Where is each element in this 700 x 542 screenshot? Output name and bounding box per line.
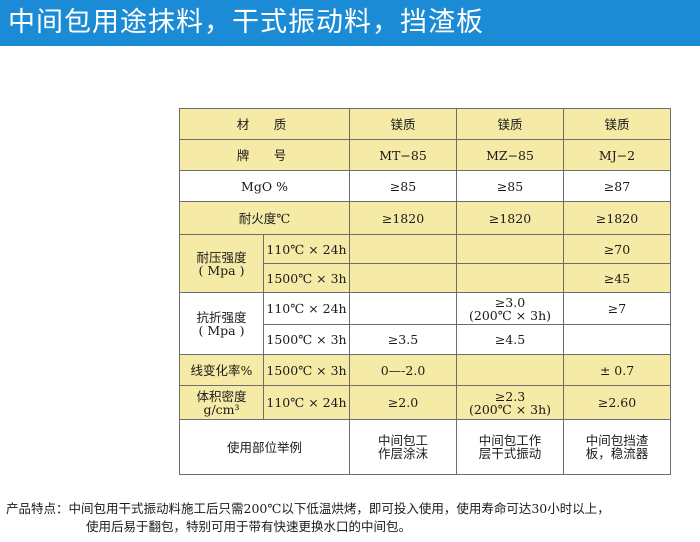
material-mj: 镁质 xyxy=(563,108,672,140)
table-row: MgO % ≥85 ≥85 ≥87 xyxy=(178,170,672,202)
row-label-linear-change: 线变化率% xyxy=(179,354,264,386)
table-cell xyxy=(456,354,565,386)
table-cell xyxy=(563,324,672,355)
page-title: 中间包用途抹料，干式振动料，挡渣板 xyxy=(8,7,484,38)
table-cell: ≥2.3 (200℃ × 3h) xyxy=(456,385,565,420)
row-label-line: 体积密度 xyxy=(196,388,247,404)
grade-mj: MJ−2 xyxy=(563,139,672,171)
cell-value: ≥2.3 xyxy=(494,388,526,404)
row-label-bulk-density: 体积密度 g/cm³ xyxy=(179,385,264,420)
condition-cell: 110℃ × 24h xyxy=(262,234,351,264)
table-cell: ≥1820 xyxy=(456,201,565,235)
table-cell: 中间包工 作层涂沫 xyxy=(349,419,458,475)
cell-subnote: (200℃ × 3h) xyxy=(469,401,552,417)
table-cell: ≥87 xyxy=(563,170,672,202)
table-cell: 中间包工作 层干式振动 xyxy=(456,419,565,475)
table-row: 1500℃ × 3h ≥45 xyxy=(180,263,672,293)
table-row: 体积密度 g/cm³ 110℃ × 24h ≥2.0 ≥2.3 (200℃ × … xyxy=(179,385,672,420)
usage-line: 板，稳流器 xyxy=(585,446,649,461)
note-line-2: 使用后易于翻包，特别可用于带有快速更换水口的中间包。 xyxy=(86,519,412,534)
condition-cell: 1500℃ × 3h xyxy=(262,324,351,355)
cell-subnote: (200℃ × 3h) xyxy=(469,307,552,323)
cell-value: ≥3.0 xyxy=(494,294,526,310)
condition-cell: 110℃ × 24h xyxy=(262,292,351,325)
table-cell: ≥1820 xyxy=(349,201,458,235)
table-cell: ≥4.5 xyxy=(456,324,565,355)
table-cell xyxy=(349,292,458,325)
row-label-flexural: 抗折强度 ( Mpa ) xyxy=(179,292,264,355)
table-cell: 0—-2.0 xyxy=(349,354,458,386)
row-label-refractoriness: 耐火度℃ xyxy=(178,201,351,235)
table-cell xyxy=(456,234,565,264)
row-label-unit: ( Mpa ) xyxy=(198,262,245,278)
table-cell: ≥70 xyxy=(563,234,672,264)
row-label-usage: 使用部位举例 xyxy=(178,419,351,475)
table-cell: ≥3.5 xyxy=(349,324,458,355)
usage-line: 层干式振动 xyxy=(478,446,542,461)
note-line-1: 产品特点：中间包用干式振动料施工后只需200℃以下低温烘烤，即可投入使用，使用寿… xyxy=(6,501,610,516)
usage-line: 中间包挡渣 xyxy=(585,433,649,448)
row-label-unit: g/cm³ xyxy=(203,401,240,417)
table-row: 线变化率% 1500℃ × 3h 0—-2.0 ± 0.7 xyxy=(179,354,672,386)
table-row: 牌 号 MT−85 MZ−85 MJ−2 xyxy=(178,139,672,171)
table-cell: ≥85 xyxy=(349,170,458,202)
table-cell: ≥1820 xyxy=(563,201,672,235)
table-row: 使用部位举例 中间包工 作层涂沫 中间包工作 层干式振动 中间包挡渣 板，稳流器 xyxy=(178,419,672,475)
table-cell xyxy=(349,234,458,264)
grade-mz: MZ−85 xyxy=(456,139,565,171)
material-mt: 镁质 xyxy=(349,108,458,140)
row-label-line: 抗折强度 xyxy=(196,309,247,325)
table-cell: ≥7 xyxy=(563,292,672,325)
spec-table: 材 质 镁质 镁质 镁质 牌 号 MT−85 MZ−85 MJ−2 MgO % … xyxy=(178,108,672,475)
table-cell xyxy=(456,263,565,293)
table-cell: ≥3.0 (200℃ × 3h) xyxy=(456,292,565,325)
header-grade-label: 牌 号 xyxy=(178,139,351,171)
header-material-label: 材 质 xyxy=(178,108,351,140)
row-label-line: 耐压强度 xyxy=(196,249,247,265)
condition-cell: 110℃ × 24h xyxy=(262,385,351,420)
material-mz: 镁质 xyxy=(456,108,565,140)
table-row: 耐火度℃ ≥1820 ≥1820 ≥1820 xyxy=(178,201,672,235)
row-label-unit: ( Mpa ) xyxy=(198,322,245,338)
table-cell: ≥85 xyxy=(456,170,565,202)
row-label-compressive: 耐压强度 ( Mpa ) xyxy=(179,234,264,293)
table-cell xyxy=(349,263,458,293)
table-row: 材 质 镁质 镁质 镁质 xyxy=(178,108,672,140)
row-label-mgo: MgO % xyxy=(178,170,351,202)
table-row: 耐压强度 ( Mpa ) 110℃ × 24h ≥70 xyxy=(179,234,672,293)
usage-line: 中间包工 xyxy=(378,433,429,448)
grade-mt: MT−85 xyxy=(349,139,458,171)
usage-line: 中间包工作 xyxy=(478,433,542,448)
table-cell: 中间包挡渣 板，稳流器 xyxy=(563,419,672,475)
condition-cell: 1500℃ × 3h xyxy=(262,354,351,386)
table-cell: ± 0.7 xyxy=(563,354,672,386)
condition-cell: 1500℃ × 3h xyxy=(262,263,351,293)
title-banner: 中间包用途抹料，干式振动料，挡渣板 xyxy=(0,0,700,46)
table-cell: ≥2.60 xyxy=(563,385,672,420)
table-cell: ≥2.0 xyxy=(349,385,458,420)
usage-line: 作层涂沫 xyxy=(378,446,429,461)
table-row: 1500℃ × 3h ≥3.5 ≥4.5 xyxy=(180,324,672,355)
table-cell: ≥45 xyxy=(563,263,672,293)
table-row: 抗折强度 ( Mpa ) 110℃ × 24h ≥3.0 (200℃ × 3h)… xyxy=(179,292,672,355)
product-features-note: 产品特点：中间包用干式振动料施工后只需200℃以下低温烘烤，即可投入使用，使用寿… xyxy=(6,500,696,536)
